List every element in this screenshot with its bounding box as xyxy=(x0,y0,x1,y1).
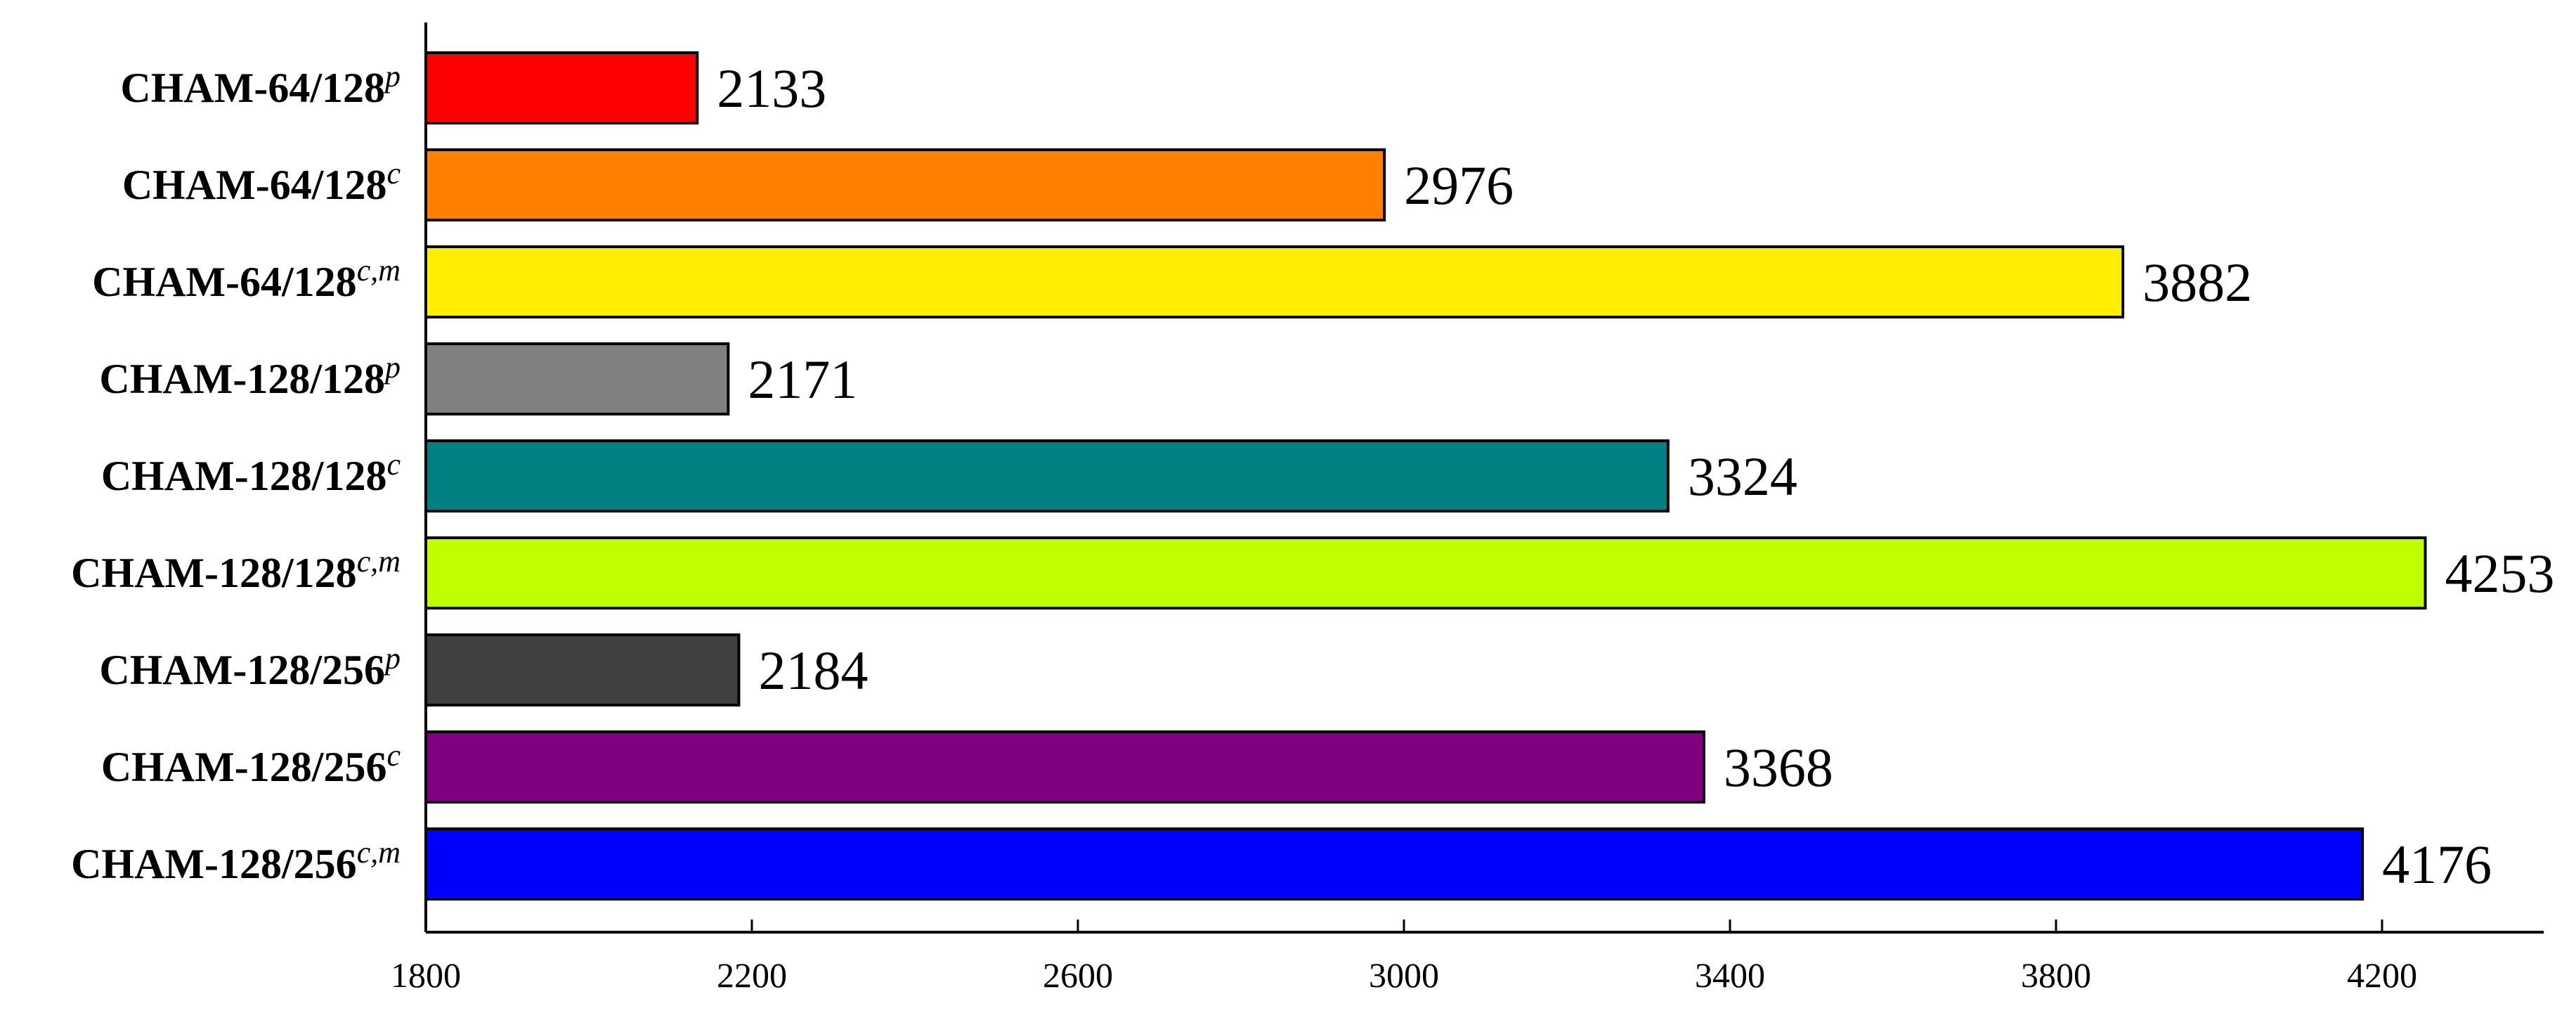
bar-3 xyxy=(424,245,2125,318)
x-tick-label-6: 3800 xyxy=(2021,955,2091,995)
bar-6 xyxy=(424,536,2427,609)
category-labels-group: CHAM-64/128pCHAM-64/128cCHAM-64/128c,mCH… xyxy=(71,59,401,887)
category-label-base: CHAM-64/128 xyxy=(92,259,357,305)
category-label-8: CHAM-128/256c xyxy=(101,738,401,790)
axes-group: 1800 2200 2600 3000 3400 3800 4200 xyxy=(391,22,2544,995)
bar-4 xyxy=(424,342,730,415)
category-label-5: CHAM-128/128c xyxy=(101,447,401,499)
bar-5 xyxy=(424,439,1670,512)
category-label-superscript: c,m xyxy=(357,253,401,288)
category-label-base: CHAM-128/128 xyxy=(101,453,387,499)
category-label-2: CHAM-64/128c xyxy=(122,156,401,208)
bars-group xyxy=(424,51,2427,901)
category-label-base: CHAM-128/256 xyxy=(99,647,385,693)
value-label-6: 4253 xyxy=(2445,543,2554,604)
category-label-1: CHAM-64/128p xyxy=(120,59,401,111)
category-label-7: CHAM-128/256p xyxy=(99,641,401,693)
x-tick-label-5: 3400 xyxy=(1695,955,1765,995)
x-tick-label-4: 3000 xyxy=(1369,955,1439,995)
value-label-7: 2184 xyxy=(758,640,868,701)
category-label-4: CHAM-128/128p xyxy=(99,350,401,402)
value-label-4: 2171 xyxy=(748,349,857,410)
bar-7 xyxy=(424,633,741,707)
category-label-3: CHAM-64/128c,m xyxy=(92,253,401,305)
category-label-base: CHAM-64/128 xyxy=(120,65,385,111)
value-label-8: 3368 xyxy=(1724,737,1833,798)
x-tick-label-3: 2600 xyxy=(1043,955,1113,995)
category-label-6: CHAM-128/128c,m xyxy=(71,544,401,596)
value-label-5: 3324 xyxy=(1688,446,1797,507)
category-label-superscript: c xyxy=(386,156,401,191)
value-label-3: 3882 xyxy=(2142,252,2252,313)
category-label-9: CHAM-128/256c,m xyxy=(71,835,401,887)
value-labels-group: 2133 2976 3882 2171 3324 4253 2184 3368 4176 xyxy=(717,58,2554,895)
category-label-base: CHAM-128/256 xyxy=(101,744,387,790)
category-label-superscript: p xyxy=(383,59,401,93)
category-label-superscript: c,m xyxy=(357,835,401,870)
category-label-base: CHAM-64/128 xyxy=(122,162,387,208)
category-label-superscript: c,m xyxy=(357,544,401,579)
x-tick-label-2: 2200 xyxy=(717,955,787,995)
category-label-base: CHAM-128/128 xyxy=(71,550,357,596)
x-tick-label-7: 4200 xyxy=(2347,955,2417,995)
category-label-superscript: c xyxy=(386,738,401,773)
value-label-9: 4176 xyxy=(2382,834,2492,895)
category-label-superscript: c xyxy=(386,447,401,482)
value-label-1: 2133 xyxy=(717,58,826,119)
bar-8 xyxy=(424,730,1705,804)
bar-1 xyxy=(424,51,699,124)
category-label-superscript: p xyxy=(383,350,401,385)
x-tick-label-1: 1800 xyxy=(391,955,461,995)
category-label-base: CHAM-128/128 xyxy=(99,356,385,402)
bar-9 xyxy=(424,827,2364,901)
category-label-superscript: p xyxy=(383,641,401,676)
category-label-base: CHAM-128/256 xyxy=(71,841,357,887)
bar-2 xyxy=(424,148,1386,221)
value-label-2: 2976 xyxy=(1404,155,1514,216)
